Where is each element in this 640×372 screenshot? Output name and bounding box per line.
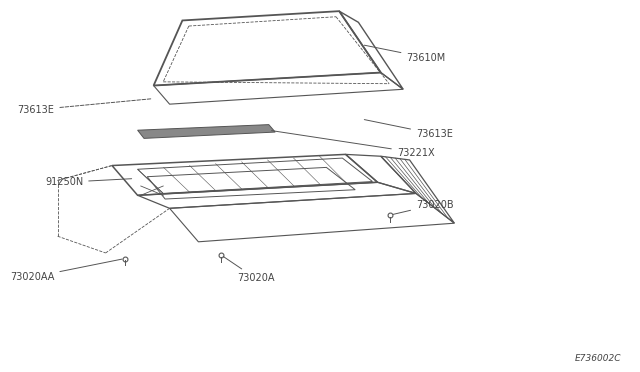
- Text: 73610M: 73610M: [364, 45, 445, 62]
- Text: 73613E: 73613E: [17, 99, 151, 115]
- Text: 73613E: 73613E: [364, 119, 453, 139]
- Text: 91250N: 91250N: [45, 177, 132, 187]
- Text: 73020AA: 73020AA: [10, 259, 122, 282]
- Text: E736002C: E736002C: [574, 354, 621, 363]
- Text: 73221X: 73221X: [271, 131, 435, 157]
- Polygon shape: [138, 125, 275, 138]
- Text: 73020B: 73020B: [393, 200, 454, 214]
- Text: 73020A: 73020A: [223, 256, 275, 283]
